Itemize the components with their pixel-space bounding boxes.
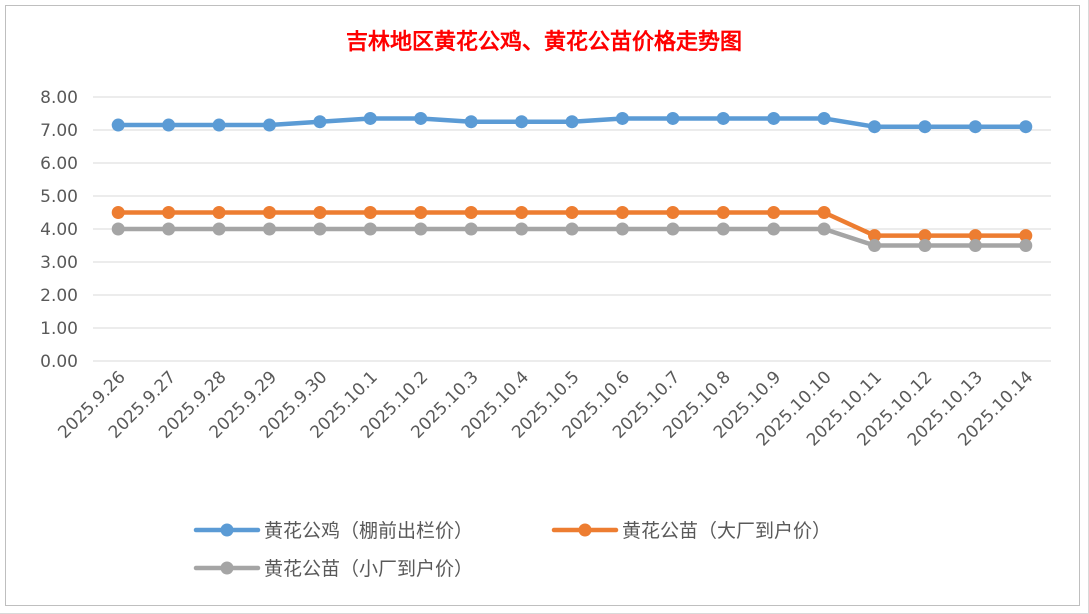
y-axis: 0.00 1.00 2.00 3.00 4.00 5.00 6.00 7.00 8.00 bbox=[40, 88, 78, 372]
data-point[interactable] bbox=[968, 229, 982, 243]
data-point[interactable] bbox=[716, 206, 730, 219]
data-point[interactable] bbox=[565, 222, 579, 236]
data-point[interactable] bbox=[868, 229, 882, 243]
data-point[interactable] bbox=[716, 222, 730, 236]
data-point[interactable] bbox=[464, 206, 478, 219]
data-point[interactable] bbox=[666, 222, 680, 236]
data-point[interactable] bbox=[212, 222, 226, 236]
data-point[interactable] bbox=[968, 239, 982, 252]
data-point[interactable] bbox=[1019, 239, 1033, 252]
data-point[interactable] bbox=[414, 222, 428, 236]
data-point[interactable] bbox=[1019, 229, 1033, 243]
data-point[interactable] bbox=[868, 239, 882, 252]
data-point[interactable] bbox=[615, 111, 629, 125]
legend-label: 黄花公鸡（棚前出栏价） bbox=[264, 520, 473, 542]
legend-label: 黄花公苗（大厂到户价） bbox=[622, 520, 831, 542]
data-point[interactable] bbox=[767, 222, 781, 236]
data-point[interactable] bbox=[414, 111, 428, 125]
data-point[interactable] bbox=[212, 118, 226, 132]
legend-label: 黄花公苗（小厂到户价） bbox=[264, 558, 473, 580]
data-point[interactable] bbox=[212, 206, 226, 219]
data-point[interactable] bbox=[111, 118, 125, 132]
plot-area bbox=[111, 111, 1033, 252]
data-point[interactable] bbox=[162, 222, 176, 236]
gridlines bbox=[93, 96, 1051, 362]
y-tick-label: 4.00 bbox=[40, 220, 78, 240]
y-tick-label: 1.00 bbox=[40, 319, 78, 339]
data-point[interactable] bbox=[615, 222, 629, 236]
legend-swatch-marker bbox=[578, 523, 592, 537]
data-point[interactable] bbox=[363, 206, 377, 219]
data-point[interactable] bbox=[565, 206, 579, 219]
data-point[interactable] bbox=[868, 120, 882, 134]
data-point[interactable] bbox=[262, 118, 276, 132]
data-point[interactable] bbox=[162, 206, 176, 219]
data-point[interactable] bbox=[313, 206, 327, 219]
data-point[interactable] bbox=[565, 115, 579, 129]
legend-swatch-marker bbox=[220, 561, 234, 575]
data-point[interactable] bbox=[515, 206, 529, 219]
y-tick-label: 2.00 bbox=[40, 286, 78, 306]
y-tick-label: 0.00 bbox=[40, 352, 78, 372]
data-point[interactable] bbox=[464, 115, 478, 129]
y-tick-label: 6.00 bbox=[40, 154, 78, 174]
data-point[interactable] bbox=[363, 222, 377, 236]
data-point[interactable] bbox=[262, 206, 276, 219]
x-axis: 2025.9.262025.9.272025.9.282025.9.292025… bbox=[54, 367, 1037, 450]
legend-item[interactable]: 黄花公鸡（棚前出栏价） bbox=[193, 520, 473, 542]
data-point[interactable] bbox=[767, 206, 781, 219]
series-2 bbox=[111, 206, 1033, 243]
data-point[interactable] bbox=[111, 222, 125, 236]
y-tick-label: 5.00 bbox=[40, 187, 78, 207]
data-point[interactable] bbox=[363, 111, 377, 125]
data-point[interactable] bbox=[817, 206, 831, 219]
legend-swatch-marker bbox=[220, 523, 234, 537]
y-tick-label: 3.00 bbox=[40, 253, 78, 273]
data-point[interactable] bbox=[615, 206, 629, 219]
data-point[interactable] bbox=[918, 120, 932, 134]
chart-title: 吉林地区黄花公鸡、黄花公苗价格走势图 bbox=[346, 29, 742, 55]
data-point[interactable] bbox=[767, 111, 781, 125]
data-point[interactable] bbox=[918, 239, 932, 252]
y-tick-label: 7.00 bbox=[40, 121, 78, 141]
series-3 bbox=[111, 222, 1033, 252]
data-point[interactable] bbox=[666, 206, 680, 219]
data-point[interactable] bbox=[817, 222, 831, 236]
data-point[interactable] bbox=[313, 222, 327, 236]
series-1 bbox=[111, 111, 1033, 134]
y-tick-label: 8.00 bbox=[40, 88, 78, 108]
data-point[interactable] bbox=[918, 229, 932, 243]
data-point[interactable] bbox=[414, 206, 428, 219]
chart-area[interactable] bbox=[5, 5, 1080, 606]
data-point[interactable] bbox=[464, 222, 478, 236]
data-point[interactable] bbox=[666, 111, 680, 125]
data-point[interactable] bbox=[716, 111, 730, 125]
data-point[interactable] bbox=[262, 222, 276, 236]
legend-item[interactable]: 黄花公苗（小厂到户价） bbox=[193, 558, 473, 580]
data-point[interactable] bbox=[515, 222, 529, 236]
legend-item[interactable]: 黄花公苗（大厂到户价） bbox=[551, 520, 831, 542]
data-point[interactable] bbox=[313, 115, 327, 129]
data-point[interactable] bbox=[162, 118, 176, 132]
data-point[interactable] bbox=[968, 120, 982, 134]
data-point[interactable] bbox=[515, 115, 529, 129]
data-point[interactable] bbox=[817, 111, 831, 125]
legend: 黄花公鸡（棚前出栏价） 黄花公苗（大厂到户价） 黄花公苗（小厂到户价） bbox=[193, 520, 831, 580]
data-point[interactable] bbox=[111, 206, 125, 219]
data-point[interactable] bbox=[1019, 120, 1033, 134]
